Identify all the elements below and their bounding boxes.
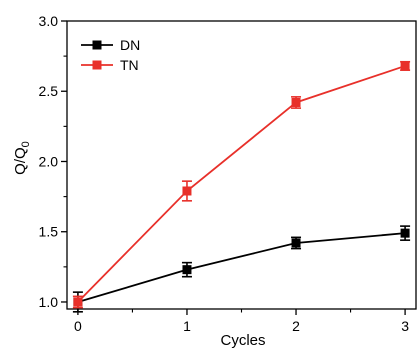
y-tick-label: 3.0 [39, 13, 59, 29]
legend-label-dn: DN [120, 37, 140, 53]
data-point-dn [291, 238, 301, 248]
x-axis-title: Cycles [220, 332, 265, 349]
legend-marker-dn [92, 40, 102, 50]
y-axis-title: Q/Q0 [12, 141, 32, 175]
y-tick-label: 2.0 [39, 153, 59, 169]
x-tick-label: 3 [401, 318, 409, 334]
legend-label-tn: TN [120, 57, 139, 73]
data-point-tn [400, 61, 410, 71]
x-tick-label: 0 [74, 318, 82, 334]
data-point-dn [182, 265, 192, 275]
plot-area: 0 1 2 3 1.0 1.5 2.0 2.5 3.0 DN TN [39, 13, 417, 334]
x-tick-label: 1 [183, 318, 191, 334]
y-tick-label: 2.5 [39, 83, 59, 99]
series-line-tn [77, 65, 406, 303]
legend-marker-tn [92, 60, 102, 70]
data-point-tn [182, 186, 192, 196]
series-line-dn [77, 232, 406, 303]
legend: DN TN [81, 37, 140, 73]
y-tick-label: 1.0 [39, 294, 59, 310]
y-tick-label: 1.5 [39, 224, 59, 240]
data-point-dn [400, 228, 410, 238]
data-point-tn [73, 297, 83, 307]
data-point-tn [291, 97, 301, 107]
x-tick-label: 2 [292, 318, 300, 334]
